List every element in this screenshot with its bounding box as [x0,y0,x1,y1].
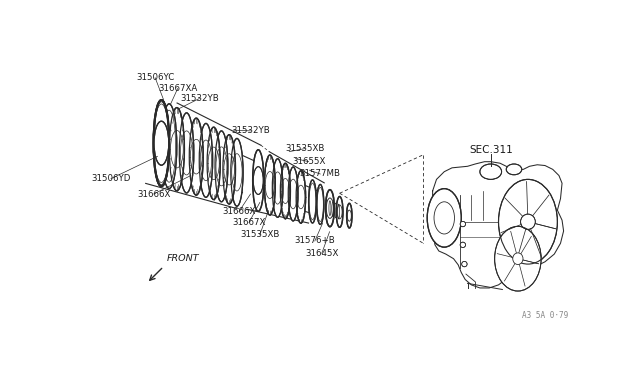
Ellipse shape [253,150,264,211]
Ellipse shape [296,171,306,223]
Ellipse shape [161,104,177,189]
Ellipse shape [520,214,535,230]
Text: 31532YB: 31532YB [180,94,219,103]
Text: 31506YC: 31506YC [136,73,174,82]
Ellipse shape [326,190,334,227]
Ellipse shape [288,167,298,221]
Ellipse shape [199,124,212,197]
Ellipse shape [253,167,263,195]
Text: 31576+B: 31576+B [294,237,335,246]
Text: 31666X: 31666X [222,207,255,216]
Text: 31667X: 31667X [232,218,266,227]
Ellipse shape [231,138,243,206]
Ellipse shape [513,253,523,264]
Ellipse shape [179,113,194,193]
Text: 31532YB: 31532YB [231,126,270,135]
Ellipse shape [499,179,557,264]
Text: 31535XB: 31535XB [240,230,280,239]
Ellipse shape [460,221,465,227]
Ellipse shape [461,262,467,267]
Text: 31655X: 31655X [292,157,325,166]
Text: A3 5A 0·79: A3 5A 0·79 [522,311,568,320]
Ellipse shape [273,159,283,217]
Ellipse shape [189,118,204,195]
Ellipse shape [154,122,168,165]
Text: FRONT: FRONT [167,254,199,263]
Ellipse shape [154,100,169,186]
Ellipse shape [428,189,461,247]
Ellipse shape [336,196,343,227]
Ellipse shape [347,203,352,228]
Text: 31666X: 31666X [137,189,170,199]
Ellipse shape [154,100,169,186]
Ellipse shape [317,185,324,224]
Text: SEC.311: SEC.311 [469,145,513,155]
Text: 31577MB: 31577MB [300,170,340,179]
Ellipse shape [264,155,275,215]
Text: 31667XA: 31667XA [158,84,197,93]
Ellipse shape [495,226,541,291]
Ellipse shape [170,108,184,191]
Ellipse shape [308,180,316,223]
Ellipse shape [506,164,522,175]
Text: 31506YD: 31506YD [92,174,131,183]
Text: 31645X: 31645X [305,249,339,258]
Text: 31535XB: 31535XB [285,144,324,153]
Ellipse shape [154,121,169,165]
Ellipse shape [207,127,220,199]
Ellipse shape [460,242,465,247]
Ellipse shape [223,135,236,204]
Ellipse shape [215,131,228,202]
Ellipse shape [280,163,291,219]
Ellipse shape [480,164,502,179]
